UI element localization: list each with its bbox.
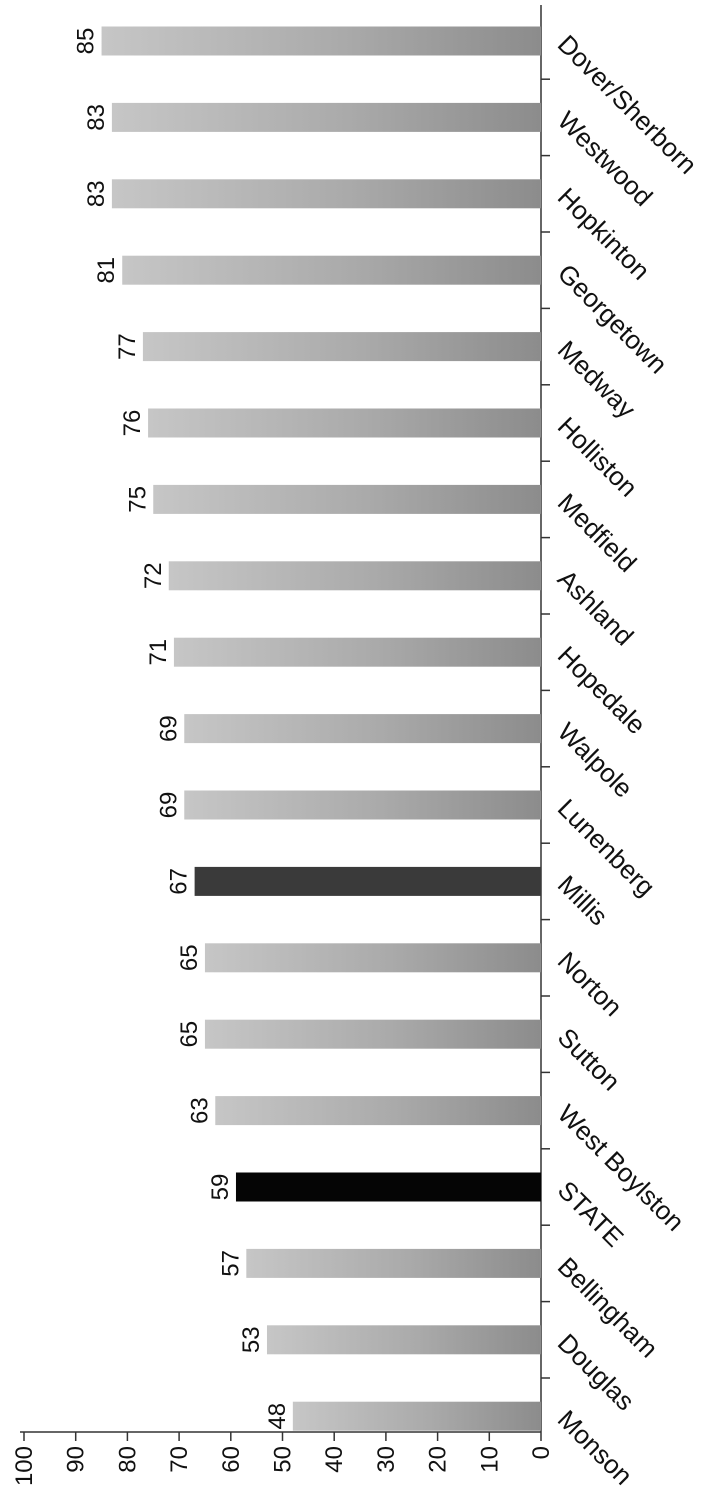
data-label: 83: [83, 104, 110, 131]
category-label: Holliston: [552, 411, 644, 503]
value-tick-label: 50: [270, 1446, 297, 1473]
value-tick-label: 80: [114, 1446, 141, 1473]
value-tick-label: 30: [373, 1446, 400, 1473]
value-tick-label: 40: [321, 1446, 348, 1473]
value-tick-label: 0: [528, 1446, 555, 1459]
category-label: Norton: [552, 946, 628, 1022]
bar: [122, 255, 541, 285]
data-label: 63: [186, 1097, 213, 1124]
bar: [292, 1401, 541, 1431]
data-label: 65: [176, 944, 203, 971]
category-label: Ashland: [552, 564, 640, 652]
data-label: 81: [93, 257, 120, 284]
category-label: Monson: [552, 1404, 639, 1491]
data-label: 75: [124, 486, 151, 513]
data-label: 69: [155, 715, 182, 742]
category-label: Millis: [552, 869, 614, 931]
bar: [184, 790, 541, 820]
data-labels: 85 83 83 81 77 76 75 72 71 69 69 67 65 65 63 59 57 53 48: [73, 28, 291, 1430]
bar: [184, 714, 541, 744]
data-label: 69: [155, 792, 182, 819]
category-labels: Dover/SherbornWestwoodHopkintonGeorgetow…: [552, 29, 703, 1491]
bar: [246, 1248, 541, 1278]
bar: [101, 26, 542, 56]
bar: [142, 332, 541, 362]
data-label: 59: [207, 1174, 234, 1201]
bar: [111, 179, 541, 209]
category-label: STATE: [552, 1175, 630, 1253]
data-label: 71: [145, 639, 172, 666]
data-label: 65: [176, 1021, 203, 1048]
category-label: Dover/Sherborn: [552, 29, 703, 180]
category-axis: [540, 5, 550, 1432]
bar: [266, 1325, 541, 1355]
bar: [153, 484, 541, 514]
bar: [194, 866, 542, 896]
bar: [204, 1019, 541, 1049]
data-label: 76: [119, 410, 146, 437]
bar: [148, 408, 541, 438]
data-label: 77: [114, 333, 141, 360]
value-axis: 0 10 20 30 40 50 60 70 80 90 100: [11, 1431, 555, 1486]
bar: [173, 637, 541, 667]
data-label: 72: [140, 562, 167, 589]
data-label: 48: [264, 1403, 291, 1430]
category-label: Sutton: [552, 1022, 626, 1096]
value-tick-label: 100: [11, 1446, 38, 1486]
value-tick-label: 60: [218, 1446, 245, 1473]
value-tick-label: 70: [166, 1446, 193, 1473]
data-label: 53: [238, 1326, 265, 1353]
data-label: 83: [83, 180, 110, 207]
data-label: 85: [73, 28, 100, 55]
bar: [204, 943, 541, 973]
bar: [111, 102, 541, 132]
bar: [235, 1172, 541, 1202]
category-label: Medfield: [552, 487, 643, 578]
value-tick-label: 10: [476, 1446, 503, 1473]
data-label: 57: [217, 1250, 244, 1277]
bar: [215, 1096, 542, 1126]
data-label: 67: [166, 868, 193, 895]
value-tick-label: 90: [63, 1446, 90, 1473]
bar: [168, 561, 541, 591]
value-tick-label: 20: [425, 1446, 452, 1473]
bars: [101, 26, 542, 1431]
